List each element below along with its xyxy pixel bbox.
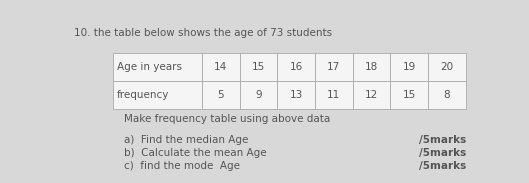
Text: 15: 15 [403,90,416,100]
Bar [113,81,202,109]
Text: Make frequency table using above data: Make frequency table using above data [124,114,330,124]
Text: 17: 17 [327,62,341,72]
Text: 14: 14 [214,62,227,72]
Bar [277,81,315,109]
Text: frequency: frequency [116,90,169,100]
Bar [240,81,277,109]
Bar [315,81,353,109]
Text: 15: 15 [252,62,265,72]
Text: b)  Calculate the mean Age: b) Calculate the mean Age [124,148,266,158]
Text: 19: 19 [403,62,416,72]
Bar [202,53,240,81]
Bar [390,81,428,109]
Text: 11: 11 [327,90,341,100]
Bar [315,53,353,81]
Bar [113,53,202,81]
Bar [240,53,277,81]
Text: 20: 20 [441,62,453,72]
Text: 5: 5 [217,90,224,100]
Text: 12: 12 [365,90,378,100]
Text: c)  find the mode  Age: c) find the mode Age [124,161,240,171]
Text: Age in years: Age in years [116,62,181,72]
Bar [428,81,466,109]
Text: a)  Find the median Age: a) Find the median Age [124,135,248,145]
Text: 16: 16 [289,62,303,72]
Bar [353,53,390,81]
Text: 13: 13 [289,90,303,100]
Text: 8: 8 [444,90,450,100]
Text: /5marks: /5marks [418,161,466,171]
Text: 18: 18 [365,62,378,72]
Text: 9: 9 [255,90,262,100]
Bar [390,53,428,81]
Bar [202,81,240,109]
Bar [428,53,466,81]
Bar [277,53,315,81]
Text: /5marks: /5marks [418,148,466,158]
Bar [353,81,390,109]
Text: /5marks: /5marks [418,135,466,145]
Text: 10. the table below shows the age of 73 students: 10. the table below shows the age of 73 … [74,28,332,38]
